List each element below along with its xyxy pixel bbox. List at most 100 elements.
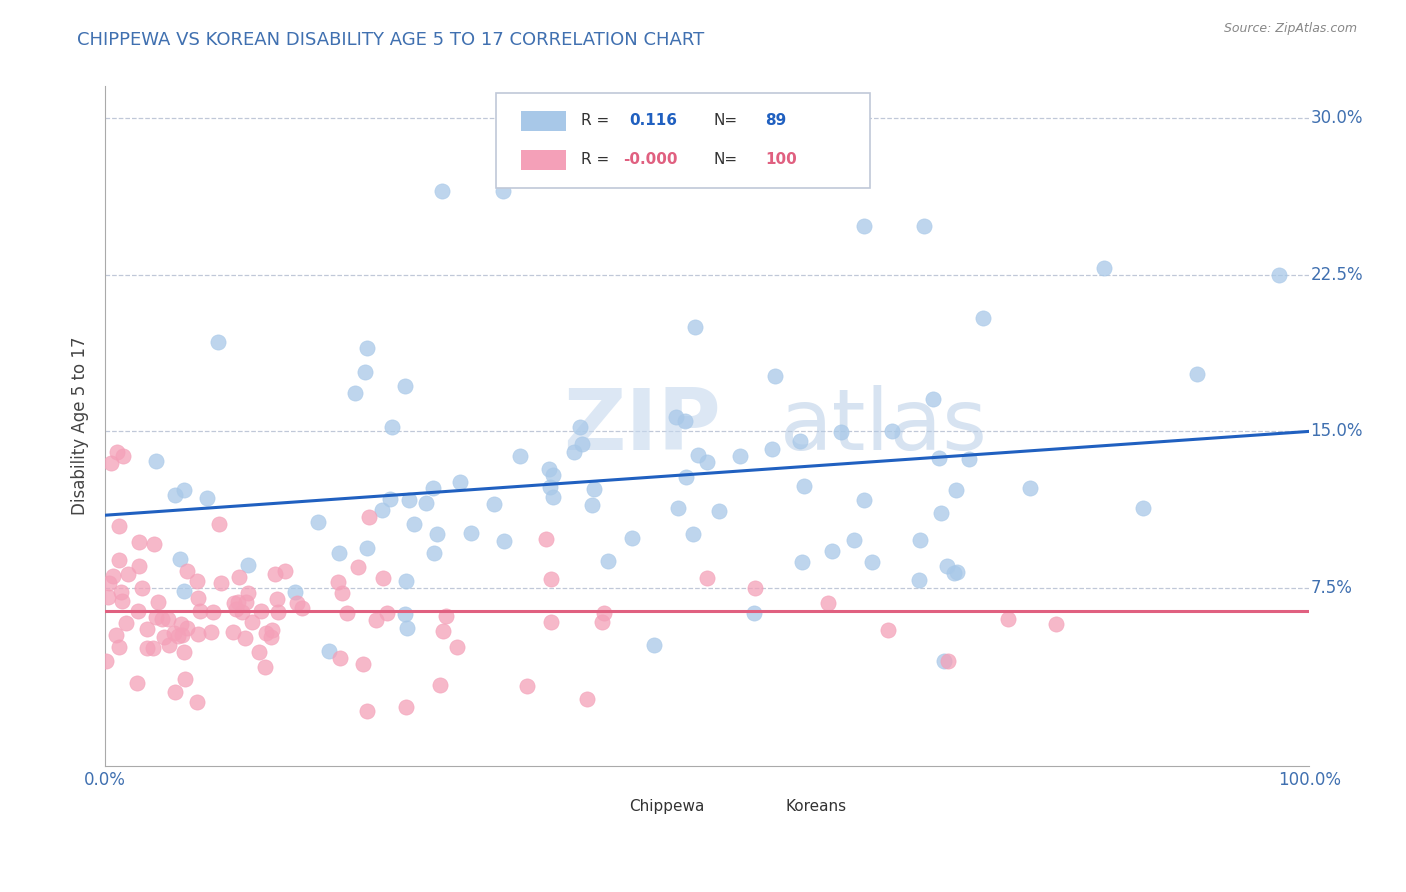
Point [425,527,447,541]
Point [260,623,283,637]
Point [370,503,392,517]
Point [222,625,245,640]
Point [1132,500,1154,515]
Point [449,475,471,490]
Point [997,613,1019,627]
Point [742,606,765,620]
Point [381,420,404,434]
Point [127,675,149,690]
Text: 22.5%: 22.5% [1310,266,1362,284]
Point [307,515,329,529]
Point [236,585,259,599]
Point [908,573,931,587]
Point [1268,268,1291,282]
Point [696,455,718,469]
Point [105,445,128,459]
Point [330,586,353,600]
Point [422,481,444,495]
Point [853,492,876,507]
Point [169,552,191,566]
Point [254,659,277,673]
Point [675,470,697,484]
Point [666,501,689,516]
Point [860,555,883,569]
Point [153,630,176,644]
Point [593,606,616,620]
Point [172,628,194,642]
Text: -0.000: -0.000 [623,152,678,167]
Point [176,564,198,578]
Point [541,490,564,504]
Point [665,409,688,424]
Point [931,507,953,521]
Point [540,615,562,629]
Point [728,450,751,464]
Point [187,627,209,641]
Point [111,594,134,608]
Point [115,615,138,630]
Point [207,335,229,350]
Text: Source: ZipAtlas.com: Source: ZipAtlas.com [1223,22,1357,36]
Point [928,451,950,466]
Point [540,572,562,586]
Point [1094,261,1116,276]
Point [793,479,815,493]
Point [957,451,980,466]
Y-axis label: Disability Age 5 to 17: Disability Age 5 to 17 [72,337,89,516]
Point [395,574,418,588]
Point [744,581,766,595]
Point [142,640,165,655]
Point [936,559,959,574]
Point [352,657,374,671]
Point [581,498,603,512]
Point [224,602,246,616]
Point [336,607,359,621]
Point [97,591,120,605]
Point [96,654,118,668]
Point [429,678,451,692]
Point [404,517,426,532]
Point [908,533,931,547]
Point [432,184,454,198]
Point [538,480,561,494]
Point [209,576,232,591]
Point [398,492,420,507]
Point [226,595,249,609]
Point [163,685,186,699]
Point [284,585,307,599]
Bar [520,150,567,170]
Point [329,650,352,665]
Point [273,564,295,578]
Point [972,310,994,325]
Point [575,692,598,706]
Point [157,612,180,626]
Point [789,434,811,448]
Point [682,527,704,541]
Point [423,546,446,560]
Point [163,626,186,640]
Point [696,571,718,585]
Point [173,584,195,599]
Point [516,680,538,694]
Point [686,448,709,462]
Point [821,544,844,558]
Point [394,607,416,622]
Point [876,623,898,637]
Text: N=: N= [713,152,737,167]
Text: 7.5%: 7.5% [1310,579,1353,597]
Text: 15.0%: 15.0% [1310,422,1362,441]
Point [415,496,437,510]
Point [942,566,965,580]
Point [852,219,875,234]
Point [460,525,482,540]
Point [569,420,592,434]
Point [231,605,253,619]
Point [1045,616,1067,631]
Point [233,632,256,646]
Point [112,450,135,464]
Point [621,531,644,545]
Text: R =: R = [581,112,609,128]
Point [1019,481,1042,495]
Point [285,596,308,610]
Point [356,342,378,356]
